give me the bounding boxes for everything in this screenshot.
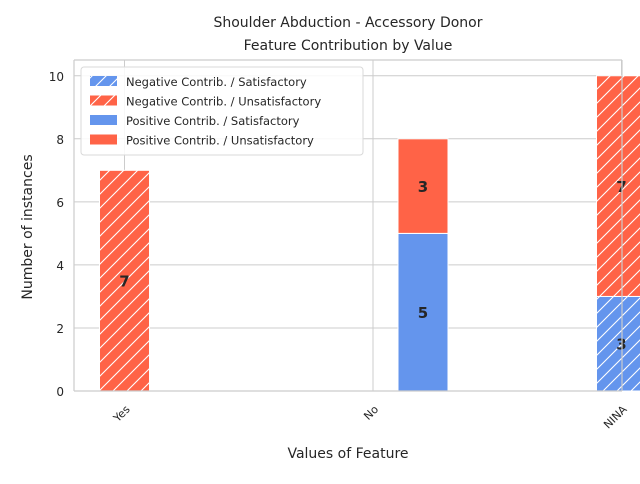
y-tick-label: 6	[56, 196, 64, 210]
bar-value-label: 7	[119, 273, 129, 291]
legend-swatch	[90, 135, 117, 145]
y-tick-label: 2	[56, 322, 64, 336]
bar-value-label: 3	[418, 178, 428, 196]
bar-value-label: 5	[418, 304, 428, 322]
chart-title-line-2: Feature Contribution by Value	[244, 38, 453, 54]
legend-entry-label: Positive Contrib. / Satisfactory	[126, 114, 300, 128]
x-axis-label: Values of Feature	[287, 446, 408, 462]
x-tick-label: NINA	[601, 403, 630, 432]
chart-title-line-1: Shoulder Abduction - Accessory Donor	[213, 15, 482, 31]
y-tick-label: 8	[56, 133, 64, 147]
legend-entry-label: Negative Contrib. / Satisfactory	[126, 75, 307, 89]
y-tick-label: 4	[56, 259, 64, 273]
y-tick-label: 0	[56, 385, 64, 399]
y-tick-label: 10	[49, 70, 64, 84]
legend-swatch-hatch	[90, 76, 117, 86]
legend-swatch	[90, 115, 117, 125]
x-tick-label: Yes	[110, 403, 133, 426]
legend-swatch-hatch	[90, 96, 117, 106]
y-axis-label: Number of instances	[20, 154, 36, 299]
x-tick-label: No	[361, 403, 381, 423]
legend-entry-label: Negative Contrib. / Unsatisfactory	[126, 95, 321, 109]
legend-entry-label: Positive Contrib. / Unsatisfactory	[126, 134, 314, 148]
